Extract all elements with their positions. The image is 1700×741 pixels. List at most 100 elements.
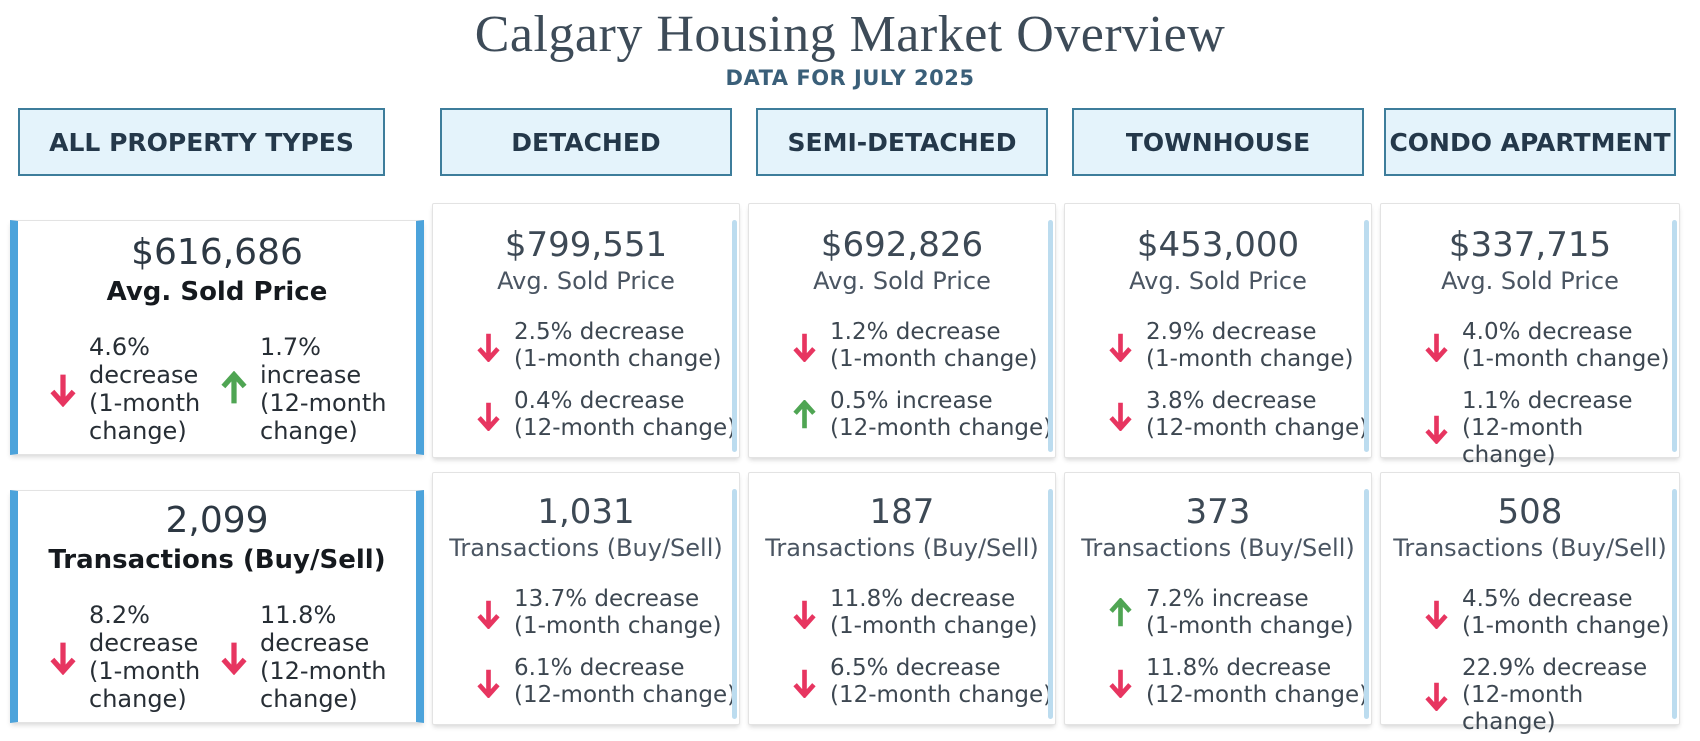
- avg-sold-price-value: $616,686: [131, 232, 303, 273]
- avg-sold-price-value: $799,551: [504, 225, 668, 265]
- column-header-condo-apartment: CONDO APARTMENT: [1384, 108, 1676, 176]
- twelve-month-change: 1.1% decrease (12-month change): [1423, 388, 1679, 469]
- transactions-value: 508: [1497, 492, 1563, 532]
- one-month-change: 13.7% decrease (1-month change): [475, 586, 739, 640]
- twelve-month-change: 0.4% decrease (12-month change): [475, 388, 739, 442]
- decrease-arrow-icon: [475, 598, 502, 629]
- avg-sold-price-card: $692,826 Avg. Sold Price 1.2% decrease (1…: [748, 203, 1056, 458]
- avg-sold-price-value: $692,826: [820, 225, 984, 265]
- avg-sold-price-label: Avg. Sold Price: [1441, 267, 1619, 295]
- change-text: 11.8% decrease (12-month change): [1146, 655, 1369, 708]
- transactions-label: Transactions (Buy/Sell): [449, 534, 723, 562]
- stats-grid: ALL PROPERTY TYPES $616,686 Avg. Sold Pr…: [0, 108, 1700, 735]
- change-list: 4.5% decrease (1-month change) 22.9% decr…: [1381, 586, 1679, 736]
- change-text: 1.2% decrease (1-month change): [830, 319, 1038, 372]
- column-header-townhouse: TOWNHOUSE: [1072, 108, 1364, 176]
- avg-sold-price-card: $453,000 Avg. Sold Price 2.9% decrease (1…: [1064, 203, 1372, 458]
- twelve-month-change: 11.8% decrease (12-month change): [219, 601, 390, 713]
- decrease-arrow-icon: [1107, 331, 1134, 362]
- decrease-arrow-icon: [791, 667, 818, 698]
- one-month-change: 11.8% decrease (1-month change): [791, 586, 1055, 640]
- transactions-value: 2,099: [165, 500, 269, 541]
- change-text: 13.7% decrease (1-month change): [514, 586, 722, 639]
- change-text: 8.2% decrease (1-month change): [89, 601, 201, 713]
- twelve-month-change: 6.1% decrease (12-month change): [475, 655, 739, 709]
- avg-sold-price-card: $337,715 Avg. Sold Price 4.0% decrease (1…: [1380, 203, 1680, 468]
- avg-sold-price-value: $337,715: [1448, 225, 1612, 265]
- change-text: 0.5% increase (12-month change): [830, 388, 1053, 441]
- increase-arrow-icon: [1107, 597, 1134, 629]
- change-text: 4.0% decrease (1-month change): [1462, 319, 1670, 372]
- avg-sold-price-label: Avg. Sold Price: [497, 267, 675, 295]
- change-list: 2.5% decrease (1-month change) 0.4% decre…: [433, 319, 739, 442]
- transactions-value: 187: [869, 492, 935, 532]
- increase-arrow-icon: [791, 399, 818, 431]
- column-semi-detached: SEMI-DETACHED $692,826 Avg. Sold Price 1…: [748, 108, 1056, 725]
- decrease-arrow-icon: [791, 331, 818, 362]
- change-text: 0.4% decrease (12-month change): [514, 388, 737, 441]
- decrease-arrow-icon: [475, 331, 502, 362]
- change-text: 6.1% decrease (12-month change): [514, 655, 737, 708]
- decrease-arrow-icon: [1107, 667, 1134, 698]
- twelve-month-change: 1.7% increase (12-month change): [219, 333, 390, 445]
- change-list: 2.9% decrease (1-month change) 3.8% decre…: [1065, 319, 1371, 442]
- change-text: 22.9% decrease (12-month change): [1462, 655, 1648, 735]
- change-text: 3.8% decrease (12-month change): [1146, 388, 1369, 441]
- decrease-arrow-icon: [475, 400, 502, 431]
- one-month-change: 2.5% decrease (1-month change): [475, 319, 739, 373]
- page-title: Calgary Housing Market Overview: [474, 6, 1226, 63]
- transactions-card: 187 Transactions (Buy/Sell) 11.8% decrea…: [748, 472, 1056, 725]
- change-text: 4.5% decrease (1-month change): [1462, 586, 1670, 639]
- change-text: 1.7% increase (12-month change): [260, 333, 387, 445]
- one-month-change: 1.2% decrease (1-month change): [791, 319, 1055, 373]
- change-text: 2.5% decrease (1-month change): [514, 319, 722, 372]
- decrease-arrow-icon: [1423, 331, 1450, 362]
- transactions-card: 508 Transactions (Buy/Sell) 4.5% decreas…: [1380, 472, 1680, 735]
- change-list: 4.0% decrease (1-month change) 1.1% decre…: [1381, 319, 1679, 469]
- one-month-change: 2.9% decrease (1-month change): [1107, 319, 1371, 373]
- decrease-arrow-icon: [791, 598, 818, 629]
- change-list: 4.6% decrease (1-month change) 1.7% incr…: [18, 333, 416, 445]
- transactions-label: Transactions (Buy/Sell): [1393, 534, 1667, 562]
- decrease-arrow-icon: [48, 639, 78, 675]
- one-month-change: 4.5% decrease (1-month change): [1423, 586, 1679, 640]
- twelve-month-change: 3.8% decrease (12-month change): [1107, 388, 1371, 442]
- column-header-all-property-types: ALL PROPERTY TYPES: [18, 108, 385, 176]
- page-subtitle: DATA FOR JULY 2025: [725, 66, 975, 90]
- column-townhouse: TOWNHOUSE $453,000 Avg. Sold Price 2.9% …: [1064, 108, 1372, 725]
- one-month-change: 7.2% increase (1-month change): [1107, 586, 1371, 640]
- change-text: 6.5% decrease (12-month change): [830, 655, 1053, 708]
- decrease-arrow-icon: [48, 371, 78, 407]
- change-text: 11.8% decrease (1-month change): [830, 586, 1038, 639]
- column-detached: DETACHED $799,551 Avg. Sold Price 2.5% d…: [432, 108, 740, 725]
- twelve-month-change: 11.8% decrease (12-month change): [1107, 655, 1371, 709]
- decrease-arrow-icon: [1423, 413, 1450, 444]
- twelve-month-change: 22.9% decrease (12-month change): [1423, 655, 1679, 736]
- change-text: 7.2% increase (1-month change): [1146, 586, 1354, 639]
- column-header-semi-detached: SEMI-DETACHED: [756, 108, 1048, 176]
- decrease-arrow-icon: [1423, 680, 1450, 711]
- transactions-label: Transactions (Buy/Sell): [48, 545, 386, 575]
- twelve-month-change: 0.5% increase (12-month change): [791, 388, 1055, 442]
- column-condo-apartment: CONDO APARTMENT $337,715 Avg. Sold Price…: [1380, 108, 1680, 735]
- twelve-month-change: 6.5% decrease (12-month change): [791, 655, 1055, 709]
- change-list: 1.2% decrease (1-month change) 0.5% incre…: [749, 319, 1055, 442]
- increase-arrow-icon: [219, 371, 249, 407]
- transactions-value: 373: [1185, 492, 1251, 532]
- change-list: 13.7% decrease (1-month change) 6.1% decr…: [433, 586, 739, 709]
- avg-sold-price-card: $616,686 Avg. Sold Price 4.6% decrease (…: [10, 220, 424, 455]
- one-month-change: 4.0% decrease (1-month change): [1423, 319, 1679, 373]
- column-header-detached: DETACHED: [440, 108, 732, 176]
- one-month-change: 4.6% decrease (1-month change): [48, 333, 219, 445]
- transactions-label: Transactions (Buy/Sell): [1081, 534, 1355, 562]
- avg-sold-price-label: Avg. Sold Price: [1129, 267, 1307, 295]
- change-list: 7.2% increase (1-month change) 11.8% decr…: [1065, 586, 1371, 709]
- decrease-arrow-icon: [1107, 400, 1134, 431]
- change-list: 8.2% decrease (1-month change) 11.8% dec…: [18, 601, 416, 713]
- change-text: 4.6% decrease (1-month change): [89, 333, 201, 445]
- avg-sold-price-label: Avg. Sold Price: [813, 267, 991, 295]
- decrease-arrow-icon: [1423, 598, 1450, 629]
- transactions-card: 2,099 Transactions (Buy/Sell) 8.2% decre…: [10, 490, 424, 723]
- change-text: 11.8% decrease (12-month change): [260, 601, 387, 713]
- change-list: 11.8% decrease (1-month change) 6.5% decr…: [749, 586, 1055, 709]
